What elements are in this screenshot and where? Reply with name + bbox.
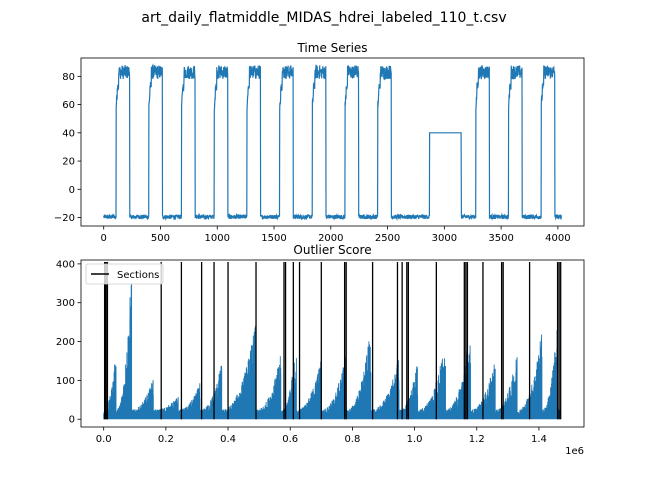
y-tick-label: 60 (62, 100, 75, 111)
x-tick-label: 1.2 (469, 434, 485, 445)
time-series-axes: Time Series 0 500 1000 1500 2000 2500 3000 3500 4… (54, 41, 585, 244)
axes-frame (80, 259, 585, 428)
legend-box (85, 263, 164, 285)
x-tick-label: 2000 (318, 233, 343, 244)
axes-title: Time Series (296, 41, 367, 55)
figure-suptitle: art_daily_flatmiddle_MIDAS_hdrei_labeled… (141, 10, 506, 26)
y-tick-label: 20 (62, 157, 75, 168)
x-tick-label: 0.4 (220, 434, 236, 445)
x-tick-label: 0 (101, 233, 107, 244)
legend: Sections (85, 263, 164, 285)
x-tick-label: 4000 (545, 233, 570, 244)
x-tick-label: 0.0 (96, 434, 112, 445)
y-tick-label: 0 (69, 415, 75, 426)
outlier-score-axes: Outlier Score 0.0 0.2 0.4 0.6 0.8 1.0 1.2 1.4 0 10… (56, 243, 585, 457)
x-tick-label: 0.8 (344, 434, 360, 445)
x-tick-label: 1000 (205, 233, 230, 244)
y-tick-label: 400 (56, 259, 75, 270)
x-tick-label: 2500 (375, 233, 400, 244)
x-tick-label: 1.4 (531, 434, 547, 445)
y-tick-label: 40 (62, 128, 75, 139)
x-tick-label: 500 (151, 233, 170, 244)
y-tick-label: 200 (56, 337, 75, 348)
x-offset-label: 1e6 (565, 446, 584, 457)
axes-title: Outlier Score (293, 243, 371, 257)
axes-frame (80, 57, 585, 227)
y-tick-label: 300 (56, 298, 75, 309)
y-tick-label: −20 (54, 213, 75, 224)
x-tick-label: 0.6 (282, 434, 298, 445)
y-tick-label: 0 (69, 185, 75, 196)
x-tick-label: 3500 (488, 233, 513, 244)
x-tick-label: 0.2 (158, 434, 174, 445)
outlier-score-series (103, 283, 562, 420)
x-tick-label: 3000 (432, 233, 457, 244)
x-tick-label: 1500 (261, 233, 286, 244)
y-tick-label: 100 (56, 376, 75, 387)
legend-label-sections: Sections (117, 270, 159, 281)
x-tick-label: 1.0 (407, 434, 423, 445)
time-series-line (103, 63, 562, 222)
y-tick-label: 80 (62, 72, 75, 83)
